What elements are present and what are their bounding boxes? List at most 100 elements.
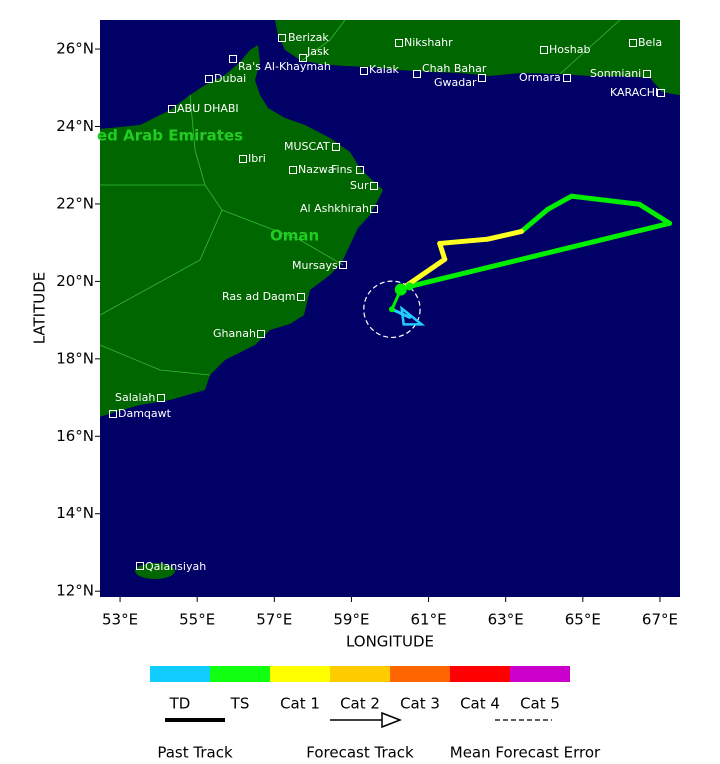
legend-category: Cat 5 [520, 695, 560, 713]
x-tick-label: 55°E [179, 611, 215, 629]
place-label: Kalak [369, 63, 400, 76]
place-label: Salalah [115, 391, 155, 404]
legend-category: Cat 2 [340, 695, 380, 713]
x-tick-label: 57°E [256, 611, 292, 629]
current-position [394, 283, 407, 296]
forecast-end-marker [400, 305, 426, 326]
place-marker [205, 75, 213, 83]
y-axis-title: LATITUDE [31, 272, 49, 345]
place-marker [370, 205, 378, 213]
place-marker [563, 74, 571, 82]
x-tick-label: 59°E [333, 611, 369, 629]
y-tick-label: 16°N [56, 427, 94, 445]
x-tick-label: 63°E [488, 611, 524, 629]
place-marker [229, 55, 237, 63]
place-marker [289, 166, 297, 174]
legend-swatch [510, 666, 570, 682]
place-label: Sonmiani [590, 67, 641, 80]
forecast-point [388, 306, 395, 313]
track-segment [637, 201, 673, 226]
arabia [100, 45, 383, 417]
place-marker [278, 34, 286, 42]
track-segment [407, 220, 673, 289]
place-marker [257, 330, 265, 338]
place-label: MUSCAT [284, 140, 330, 153]
region-label: ed Arab Emirates [97, 127, 243, 145]
track-segment [390, 307, 412, 319]
place-marker [629, 39, 637, 47]
y-tick-label: 26°N [56, 40, 94, 58]
legend-swatch [450, 666, 510, 682]
place-label: Sur [350, 179, 369, 192]
y-tick-label: 22°N [56, 194, 94, 212]
place-marker [540, 46, 548, 54]
place-label: Ibri [248, 152, 266, 165]
place-marker [168, 105, 176, 113]
x-tick-label: 67°E [642, 611, 678, 629]
place-label: Fins [331, 163, 353, 176]
legend-swatch [390, 666, 450, 682]
legend-swatch [150, 666, 210, 682]
legend-swatch [330, 666, 390, 682]
place-marker [356, 166, 364, 174]
track-segment [519, 206, 551, 234]
x-tick-label: 65°E [565, 611, 601, 629]
place-label: Al Ashkhirah [300, 202, 369, 215]
place-label: Bela [638, 36, 662, 49]
place-marker [136, 562, 144, 570]
legend-category: TS [230, 695, 250, 713]
place-marker [370, 182, 378, 190]
place-label: Dubai [214, 72, 246, 85]
border [100, 20, 621, 376]
place-label: Nazwa [298, 163, 334, 176]
place-label: Chah Bahar [422, 62, 487, 75]
legend-category: Cat 3 [400, 695, 440, 713]
forecast-error-circle [363, 280, 421, 339]
socotra [135, 563, 175, 579]
place-marker [299, 54, 307, 62]
place-marker [413, 70, 421, 78]
place-marker [657, 89, 665, 97]
place-marker [643, 70, 651, 78]
track-segment [437, 236, 491, 246]
land [100, 20, 680, 579]
place-label: Damqawt [118, 407, 172, 420]
tracks [363, 193, 673, 339]
place-label: Berizak [288, 31, 329, 44]
y-tick-label: 24°N [56, 117, 94, 135]
x-tick-label: 53°E [102, 611, 138, 629]
track-start [405, 282, 414, 291]
track-segment [545, 193, 575, 212]
y-tick-label: 20°N [56, 272, 94, 290]
place-label: Ra's Al-Khaymah [238, 60, 331, 73]
x-tick-label: 61°E [411, 611, 447, 629]
legend-label: Past Track [157, 744, 233, 761]
place-label: Qalansiyah [145, 560, 206, 573]
place-label: Hoshab [549, 43, 590, 56]
iran-pakistan [275, 20, 680, 96]
place-marker [360, 67, 368, 75]
legend-swatch [210, 666, 270, 682]
place-label: Jask [306, 45, 330, 58]
legend-swatch [270, 666, 330, 682]
region-label: Oman [270, 227, 319, 245]
legend-category: Cat 4 [460, 695, 500, 713]
y-tick-label: 12°N [56, 582, 94, 600]
legend-label: Forecast Track [306, 744, 414, 761]
place-label: ABU DHABI [177, 102, 239, 115]
track-segment [569, 193, 643, 207]
place-label: Mursays [292, 259, 338, 272]
y-tick-label: 18°N [56, 349, 94, 367]
legend-category: Cat 1 [280, 695, 320, 713]
x-axis-title: LONGITUDE [346, 633, 434, 651]
y-tick-label: 14°N [56, 504, 94, 522]
legend-category: TD [169, 695, 191, 713]
place-marker [395, 39, 403, 47]
place-label: Ormara [519, 71, 561, 84]
place-marker [297, 293, 305, 301]
place-label: Nikshahr [404, 36, 453, 49]
place-marker [109, 410, 117, 418]
place-marker [157, 394, 165, 402]
place-marker [332, 143, 340, 151]
